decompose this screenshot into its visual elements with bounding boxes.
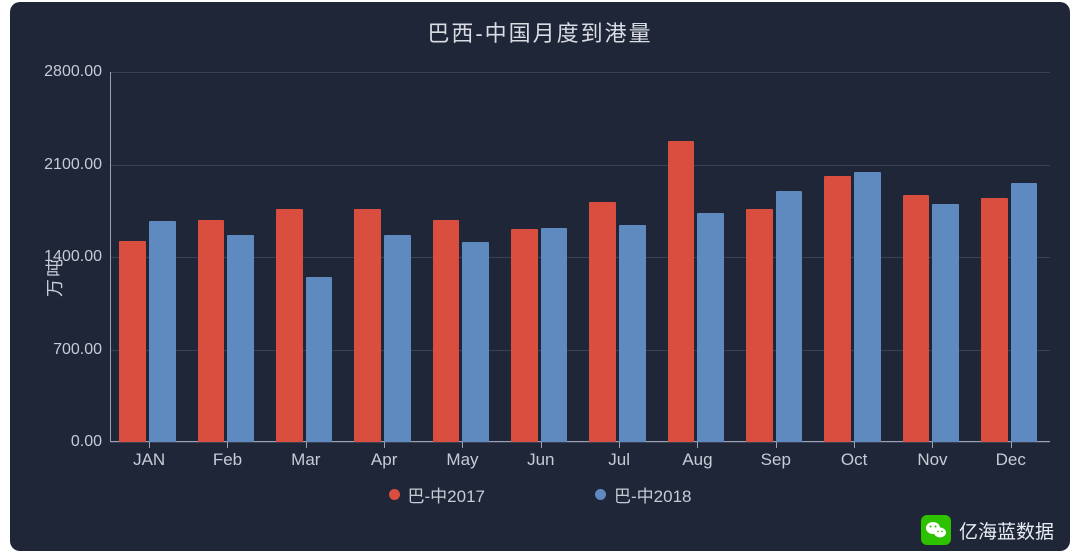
bar-s2017 [824,176,851,442]
bar-s2018 [776,191,803,442]
y-tick-label: 1400.00 [44,248,102,266]
bar-s2018 [462,242,489,442]
bar-s2017 [198,220,225,442]
bar-s2018 [227,235,254,442]
chart-area: 0.00700.001400.002100.002800.00JANFebMar… [110,72,1050,442]
x-tick-label: JAN [110,450,188,470]
x-tick-label: Jun [502,450,580,470]
y-tick-label: 700.00 [53,341,102,359]
bar-s2018 [619,225,646,442]
x-tick-label: Feb [188,450,266,470]
x-tick-label: Jul [580,450,658,470]
x-tick-label: Aug [658,450,736,470]
bar-groups: JANFebMarAprMayJunJulAugSepOctNovDec [110,72,1050,442]
bar-group: Oct [815,72,893,442]
x-tick-label: Sep [737,450,815,470]
bar-s2018 [541,228,568,442]
bar-s2018 [854,172,881,442]
legend-swatch-2018 [595,489,606,500]
watermark-text: 亿海蓝数据 [959,517,1054,544]
bar-s2018 [384,235,411,442]
bar-group: Jun [502,72,580,442]
legend-item-2018: 巴-中2018 [595,482,691,507]
y-tick-label: 0.00 [71,433,102,451]
x-tick [619,442,620,448]
bar-group: Apr [345,72,423,442]
x-tick [697,442,698,448]
bar-group: Dec [972,72,1050,442]
x-tick [1011,442,1012,448]
x-tick-label: Mar [267,450,345,470]
y-tick-label: 2800.00 [44,63,102,81]
bar-s2017 [119,241,146,442]
x-tick [306,442,307,448]
watermark: 亿海蓝数据 [921,515,1054,545]
x-tick-label: Nov [893,450,971,470]
bar-group: Jul [580,72,658,442]
chart-title: 巴西-中国月度到港量 [10,16,1070,48]
bar-group: Sep [737,72,815,442]
x-tick [776,442,777,448]
chart-card: 巴西-中国月度到港量 万吨 0.00700.001400.002100.0028… [10,2,1070,551]
legend-item-2017: 巴-中2017 [389,482,485,507]
legend: 巴-中2017 巴-中2018 [10,482,1070,507]
legend-label-2017: 巴-中2017 [408,482,485,507]
bar-group: JAN [110,72,188,442]
bar-s2017 [903,195,930,442]
bar-s2018 [932,204,959,442]
x-tick-label: Dec [972,450,1050,470]
legend-swatch-2017 [389,489,400,500]
x-tick [149,442,150,448]
bar-s2018 [1011,183,1038,442]
bar-group: Feb [188,72,266,442]
bar-group: Mar [267,72,345,442]
bar-s2017 [668,141,695,442]
x-tick [932,442,933,448]
x-tick [462,442,463,448]
x-tick-label: Apr [345,450,423,470]
bar-group: May [423,72,501,442]
bar-s2017 [981,198,1008,442]
x-tick [541,442,542,448]
bar-s2018 [149,221,176,442]
bar-s2017 [354,209,381,442]
legend-label-2018: 巴-中2018 [614,482,691,507]
bar-s2017 [589,202,616,443]
x-tick [384,442,385,448]
x-tick-label: Oct [815,450,893,470]
bar-s2017 [746,209,773,442]
bar-group: Nov [893,72,971,442]
bar-group: Aug [658,72,736,442]
gridline [110,442,1050,443]
y-tick-label: 2100.00 [44,156,102,174]
wechat-icon [921,515,951,545]
x-tick [227,442,228,448]
plot-area: 0.00700.001400.002100.002800.00JANFebMar… [110,72,1050,442]
bar-s2018 [697,213,724,442]
bar-s2017 [433,220,460,442]
x-tick-label: May [423,450,501,470]
bar-s2018 [306,277,333,442]
bar-s2017 [276,209,303,442]
bar-s2017 [511,229,538,442]
x-tick [854,442,855,448]
